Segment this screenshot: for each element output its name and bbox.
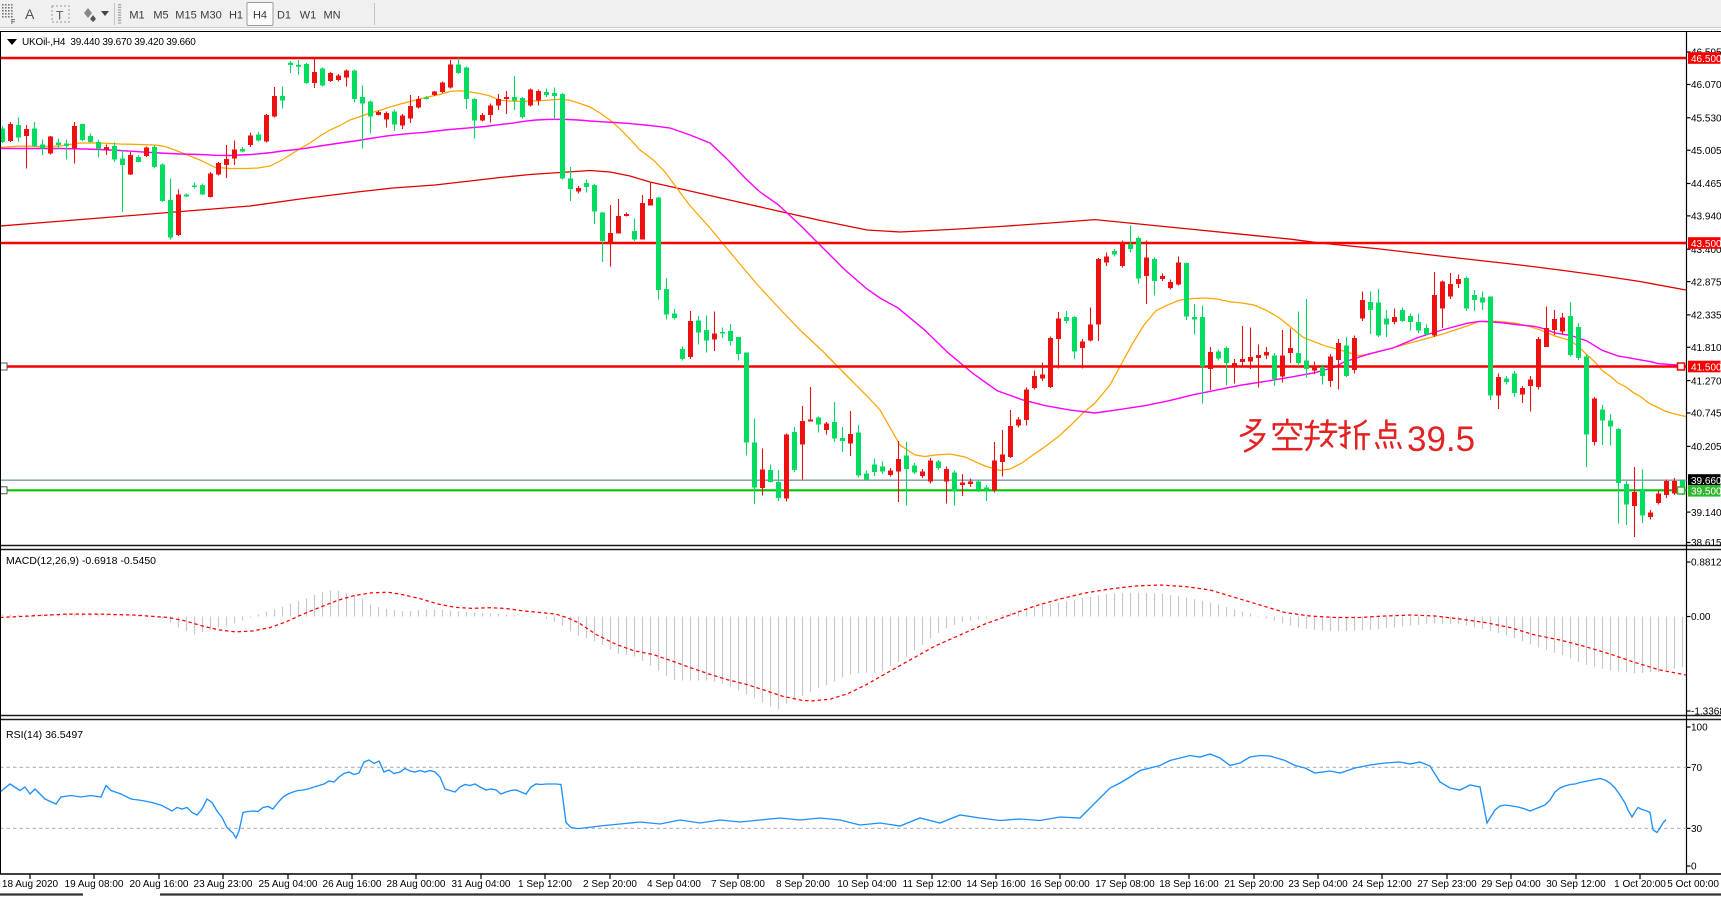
svg-text:5 Oct 00:00: 5 Oct 00:00 <box>1667 879 1719 890</box>
svg-text:70: 70 <box>1691 763 1703 774</box>
svg-text:4 Sep 04:00: 4 Sep 04:00 <box>647 879 701 890</box>
svg-text:0.00: 0.00 <box>1691 612 1711 623</box>
svg-text:41.500: 41.500 <box>1691 362 1721 373</box>
svg-text:H4: H4 <box>253 10 267 22</box>
svg-text:1 Oct 20:00: 1 Oct 20:00 <box>1614 879 1666 890</box>
svg-text:16 Sep 00:00: 16 Sep 00:00 <box>1030 879 1090 890</box>
svg-text:39.500: 39.500 <box>1691 487 1721 498</box>
svg-text:40.745: 40.745 <box>1691 409 1721 420</box>
svg-text:18 Aug 2020: 18 Aug 2020 <box>2 879 59 890</box>
svg-text:17 Sep 08:00: 17 Sep 08:00 <box>1095 879 1155 890</box>
svg-text:23 Aug 23:00: 23 Aug 23:00 <box>194 879 253 890</box>
svg-text:-1.3368: -1.3368 <box>1691 707 1721 718</box>
svg-text:7 Sep 08:00: 7 Sep 08:00 <box>711 879 765 890</box>
svg-text:1 Sep 12:00: 1 Sep 12:00 <box>518 879 572 890</box>
svg-text:14 Sep 16:00: 14 Sep 16:00 <box>966 879 1026 890</box>
svg-text:M5: M5 <box>153 10 168 22</box>
svg-text:RSI(14) 36.5497: RSI(14) 36.5497 <box>6 729 83 741</box>
svg-text:D1: D1 <box>277 10 291 22</box>
svg-text:24 Sep 12:00: 24 Sep 12:00 <box>1352 879 1412 890</box>
svg-text:0: 0 <box>1691 862 1697 873</box>
svg-text:41.270: 41.270 <box>1691 376 1721 387</box>
svg-text:30 Sep 12:00: 30 Sep 12:00 <box>1546 879 1606 890</box>
svg-text:20 Aug 16:00: 20 Aug 16:00 <box>130 879 189 890</box>
svg-text:18 Sep 16:00: 18 Sep 16:00 <box>1159 879 1219 890</box>
svg-text:M30: M30 <box>200 10 221 22</box>
svg-text:100: 100 <box>1691 723 1708 734</box>
svg-text:19 Aug 08:00: 19 Aug 08:00 <box>65 879 124 890</box>
svg-text:2 Sep 20:00: 2 Sep 20:00 <box>583 879 637 890</box>
svg-text:MN: MN <box>323 10 340 22</box>
svg-text:26 Aug 16:00: 26 Aug 16:00 <box>323 879 382 890</box>
svg-text:W1: W1 <box>300 10 317 22</box>
svg-text:38.615: 38.615 <box>1691 538 1721 549</box>
svg-text:44.465: 44.465 <box>1691 179 1721 190</box>
svg-text:28 Aug 00:00: 28 Aug 00:00 <box>387 879 446 890</box>
svg-text:M1: M1 <box>129 10 144 22</box>
svg-text:0.8812: 0.8812 <box>1691 558 1721 569</box>
svg-text:M15: M15 <box>175 10 196 22</box>
svg-text:31 Aug 04:00: 31 Aug 04:00 <box>452 879 511 890</box>
svg-text:46.500: 46.500 <box>1691 54 1721 65</box>
svg-text:27 Sep 23:00: 27 Sep 23:00 <box>1417 879 1477 890</box>
svg-text:42.335: 42.335 <box>1691 311 1721 322</box>
svg-text:A: A <box>25 6 35 22</box>
svg-text:45.530: 45.530 <box>1691 114 1721 125</box>
svg-text:10 Sep 04:00: 10 Sep 04:00 <box>837 879 897 890</box>
svg-text:25 Aug 04:00: 25 Aug 04:00 <box>259 879 318 890</box>
svg-text:8 Sep 20:00: 8 Sep 20:00 <box>776 879 830 890</box>
svg-text:30: 30 <box>1691 824 1703 835</box>
svg-text:45.005: 45.005 <box>1691 146 1721 157</box>
svg-text:43.940: 43.940 <box>1691 212 1721 223</box>
svg-text:23 Sep 04:00: 23 Sep 04:00 <box>1288 879 1348 890</box>
svg-text:43.500: 43.500 <box>1691 239 1721 250</box>
svg-text:39.5: 39.5 <box>1407 420 1475 459</box>
svg-text:39.140: 39.140 <box>1691 508 1721 519</box>
svg-text:F: F <box>11 19 15 26</box>
svg-text:39.660: 39.660 <box>1691 476 1721 487</box>
svg-text:H1: H1 <box>229 10 243 22</box>
svg-text:11 Sep 12:00: 11 Sep 12:00 <box>903 879 962 890</box>
svg-text:MACD(12,26,9) -0.6918 -0.5450: MACD(12,26,9) -0.6918 -0.5450 <box>6 555 156 567</box>
svg-text:40.205: 40.205 <box>1691 442 1721 453</box>
svg-text:46.070: 46.070 <box>1691 80 1721 91</box>
svg-text:T: T <box>56 9 64 23</box>
svg-text:21 Sep 20:00: 21 Sep 20:00 <box>1224 879 1284 890</box>
svg-text:29 Sep 04:00: 29 Sep 04:00 <box>1481 879 1541 890</box>
svg-text:43.400: 43.400 <box>1691 245 1721 256</box>
svg-text:UKOil-,H4 39.440 39.670 39.42: UKOil-,H4 39.440 39.670 39.420 39.660 <box>22 37 196 48</box>
svg-text:42.875: 42.875 <box>1691 277 1721 288</box>
svg-text:41.810: 41.810 <box>1691 343 1721 354</box>
